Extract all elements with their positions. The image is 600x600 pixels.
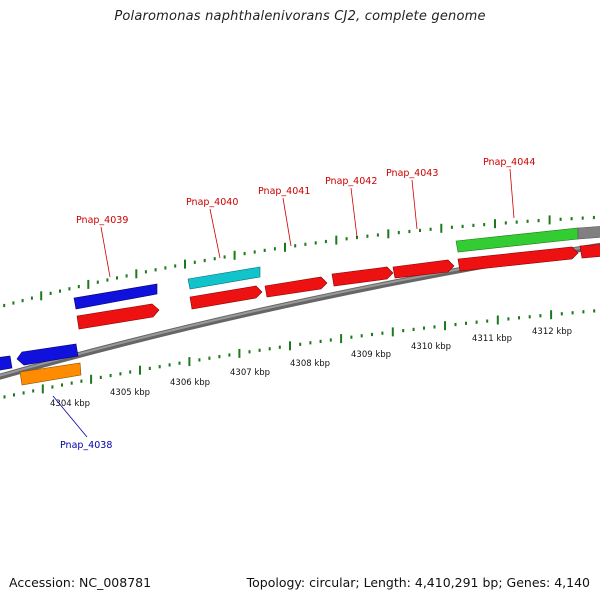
inner-tick-track — [3, 309, 596, 399]
feature-red-4041 — [264, 276, 328, 298]
scale-label: 4306 kbp — [170, 378, 210, 388]
feature-cyan — [187, 266, 261, 290]
feature-red-4044 — [457, 246, 579, 272]
feature-blue-4038 — [16, 343, 79, 366]
scale-label: 4310 kbp — [411, 342, 451, 352]
leader-line — [350, 187, 358, 238]
gene-label-pnap-4040: Pnap_4040 — [186, 197, 238, 208]
feature-red-4040 — [189, 285, 263, 310]
scale-label: 4308 kbp — [290, 359, 330, 369]
gene-label-pnap-4043: Pnap_4043 — [386, 168, 438, 179]
leader-line — [282, 197, 292, 247]
scale-label: 4304 kbp — [50, 399, 90, 409]
scale-label: 4311 kbp — [472, 334, 512, 344]
map-title: Polaromonas naphthalenivorans CJ2, compl… — [114, 9, 486, 24]
feature-track — [0, 226, 600, 386]
topology-text: Topology: circular; Length: 4,410,291 bp… — [246, 575, 590, 590]
outer-tick-track — [3, 215, 595, 308]
feature-orange — [19, 362, 82, 386]
gene-labels: Pnap_4038 Pnap_4039 Pnap_4040 Pnap_4041 … — [52, 157, 535, 451]
feature-red-next — [579, 244, 600, 259]
accession-text: Accession: NC_008781 — [9, 575, 152, 590]
scale-label: 4309 kbp — [351, 350, 391, 360]
leader-line — [509, 168, 515, 219]
feature-red-4039 — [76, 303, 160, 330]
gene-label-pnap-4042: Pnap_4042 — [325, 176, 377, 187]
scale-label: 4312 kbp — [532, 327, 572, 337]
feature-blue-left-a — [0, 355, 13, 371]
feature-red-4042 — [331, 266, 394, 287]
scale-label: 4307 kbp — [230, 368, 270, 378]
gene-label-pnap-4038: Pnap_4038 — [60, 440, 112, 451]
scale-labels: 4304 kbp 4305 kbp 4306 kbp 4307 kbp 4308… — [50, 327, 572, 409]
leader-line — [411, 179, 418, 230]
gene-label-pnap-4041: Pnap_4041 — [258, 186, 310, 197]
scale-label: 4305 kbp — [110, 388, 150, 398]
gene-label-pnap-4044: Pnap_4044 — [483, 157, 535, 168]
feature-red-4043 — [392, 259, 455, 279]
feature-gray — [577, 226, 600, 240]
gene-label-pnap-4039: Pnap_4039 — [76, 215, 128, 226]
leader-line — [209, 208, 221, 259]
leader-line — [52, 395, 88, 438]
feature-blue-upper — [73, 283, 158, 310]
leader-line — [100, 226, 111, 278]
